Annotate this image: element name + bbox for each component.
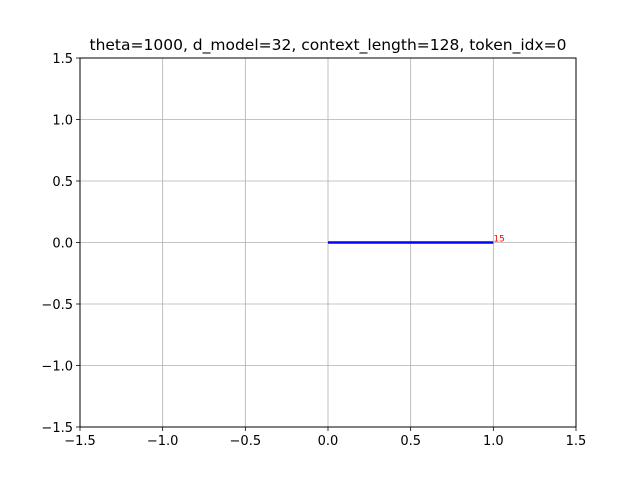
x-tick-label: −1.5 (64, 434, 96, 449)
point-label: 15 (493, 235, 504, 245)
chart-title: theta=1000, d_model=32, context_length=1… (90, 36, 567, 55)
y-tick-label: 1.5 (52, 52, 73, 67)
y-tick-label: 0.5 (52, 175, 73, 190)
x-tick-label: 1.5 (566, 434, 587, 449)
y-tick-label: −0.5 (41, 298, 73, 313)
axis-ticks: −1.5 −1.0 −0.5 0.0 0.5 1.0 1.5 −1.5 −1.0 −0.5 0.0 0… (41, 52, 586, 449)
point-labels: 15 (493, 235, 504, 245)
y-tick-label: −1.5 (41, 421, 73, 436)
y-tick-label: 1.0 (52, 114, 73, 129)
x-tick-label: 0.0 (318, 434, 339, 449)
y-tick-label: 0.0 (52, 237, 73, 252)
y-tick-label: −1.0 (41, 360, 73, 375)
x-tick-label: 0.5 (400, 434, 421, 449)
x-tick-label: −0.5 (230, 434, 262, 449)
x-tick-label: 1.0 (483, 434, 504, 449)
x-tick-label: −1.0 (147, 434, 179, 449)
